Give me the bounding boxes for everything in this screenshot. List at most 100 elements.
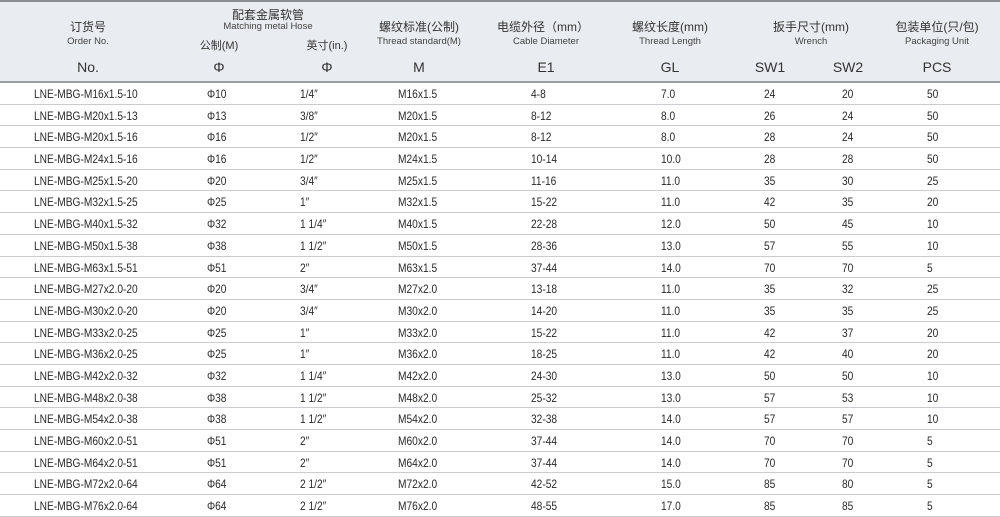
table-row: LNE-MBG-M20x1.5-13 Φ13 3/8″ M20x1.5 8-12 8.0 2…	[0, 105, 1000, 127]
pcs-cell: 25	[927, 173, 939, 188]
table-row: LNE-MBG-M48x2.0-38 Φ38 1 1/2″ M48x2.0 25-32 1…	[0, 387, 1000, 409]
sw2-cell: 37	[842, 325, 854, 340]
sw2-cell: 85	[842, 499, 854, 514]
cable-diameter-cell: 15-22	[531, 325, 558, 340]
order-no-cell: LNE-MBG-M24x1.5-16	[34, 152, 138, 167]
sw1-cell: 42	[764, 347, 776, 362]
thread-length-cell: 14.0	[661, 260, 681, 275]
hose-inch-cell: 1 1/2″	[300, 390, 327, 405]
sw1-cell: 50	[764, 368, 776, 383]
hose-metric-cell: Φ25	[207, 195, 227, 210]
length-header-en: Thread Length	[639, 36, 701, 47]
thread-length-cell: 8.0	[661, 108, 676, 123]
order-no-cell: LNE-MBG-M50x1.5-38	[34, 238, 138, 253]
table-row: LNE-MBG-M32x1.5-25 Φ25 1″ M32x1.5 15-22 11.0 4…	[0, 191, 1000, 214]
order-no-cell: LNE-MBG-M63x1.5-51	[34, 260, 138, 275]
hose-header-cn: 配套金属软管	[231, 8, 305, 22]
pcs-cell: 20	[927, 347, 939, 362]
table-row: LNE-MBG-M40x1.5-32 Φ32 1 1/4″ M40x1.5 22-28 1…	[0, 213, 1000, 235]
thread-length-cell: 11.0	[661, 282, 681, 297]
cable-diameter-cell: 25-32	[531, 390, 558, 405]
thread-cell: M25x1.5	[398, 173, 438, 188]
sw1-cell: 24	[764, 87, 776, 101]
hose-inch-cell: 2″	[300, 260, 310, 275]
length-header-code: GL	[660, 59, 680, 75]
sw2-cell: 28	[842, 152, 854, 167]
order-no-cell: LNE-MBG-M64x2.0-51	[34, 455, 138, 470]
pcs-cell: 5	[927, 477, 933, 492]
thread-length-cell: 12.0	[661, 217, 681, 232]
cable-diameter-cell: 10-14	[531, 152, 558, 167]
pcs-cell: 50	[927, 108, 939, 123]
sw2-cell: 24	[842, 108, 854, 123]
pcs-cell: 50	[927, 152, 939, 167]
hose-metric-cell: Φ51	[207, 455, 227, 470]
table-row: LNE-MBG-M42x2.0-32 Φ32 1 1/4″ M42x2.0 24-30 1…	[0, 365, 1000, 387]
table-row: LNE-MBG-M24x1.5-16 Φ16 1/2″ M24x1.5 10-14 10.…	[0, 148, 1000, 170]
sw1-header-code: SW1	[754, 59, 786, 75]
sw2-cell: 50	[842, 368, 854, 383]
pcs-cell: 20	[927, 195, 939, 210]
hose-metric-cell: Φ64	[207, 477, 227, 492]
thread-length-cell: 13.0	[661, 368, 681, 383]
order-no-cell: LNE-MBG-M20x1.5-13	[34, 108, 138, 123]
table-row: LNE-MBG-M60x2.0-51 Φ51 2″ M60x2.0 37-44 14.0 7…	[0, 430, 1000, 452]
thread-length-cell: 10.0	[661, 152, 681, 167]
pack-header-en: Packaging Unit	[905, 36, 969, 47]
pcs-cell: 10	[927, 368, 939, 383]
hose-metric-cell: Φ51	[207, 434, 227, 448]
thread-length-cell: 11.0	[661, 303, 681, 318]
hose-inch-cell: 1 1/4″	[300, 368, 327, 383]
thread-length-cell: 15.0	[661, 477, 681, 492]
cable-diameter-cell: 37-44	[531, 455, 558, 470]
sw2-cell: 45	[842, 217, 854, 232]
hose-inch-cell: 1″	[300, 325, 310, 340]
sw1-cell: 70	[764, 434, 776, 448]
hose-header-en: Matching metal Hose	[223, 21, 313, 32]
cable-diameter-cell: 13-18	[531, 282, 558, 297]
hose-metric-cell: Φ16	[207, 130, 227, 145]
hose-inch-code: Φ	[321, 59, 333, 75]
sw1-cell: 28	[764, 152, 776, 167]
table-row: LNE-MBG-M63x1.5-51 Φ51 2″ M63x1.5 37-44 14.0 7…	[0, 257, 1000, 279]
order-no-cell: LNE-MBG-M76x2.0-64	[34, 499, 138, 514]
hose-metric-cell: Φ32	[207, 217, 227, 232]
hose-inch-cell: 1/2″	[300, 152, 318, 167]
table-row: LNE-MBG-M33x2.0-25 Φ25 1″ M33x2.0 15-22 11.0 4…	[0, 322, 1000, 344]
sw1-cell: 35	[764, 282, 776, 297]
cable-diameter-cell: 22-28	[531, 217, 558, 232]
table-row: LNE-MBG-M27x2.0-20 Φ20 3/4″ M27x2.0 13-18 11.…	[0, 278, 1000, 300]
sw1-cell: 50	[764, 217, 776, 232]
order-no-cell: LNE-MBG-M30x2.0-20	[34, 303, 138, 318]
hose-metric-label: 公制(M)	[199, 40, 239, 52]
hose-metric-cell: Φ25	[207, 347, 227, 362]
sw2-cell: 53	[842, 390, 854, 405]
sw1-cell: 70	[764, 455, 776, 470]
sw2-cell: 55	[842, 238, 854, 253]
thread-cell: M50x1.5	[398, 238, 438, 253]
hose-metric-cell: Φ20	[207, 303, 227, 318]
hose-metric-cell: Φ20	[207, 282, 227, 297]
cable-diameter-cell: 8-12	[531, 130, 552, 145]
hose-inch-cell: 1″	[300, 195, 310, 210]
sw2-header-code: SW2	[832, 59, 864, 75]
table-header: 订货号 Order No. No. 配套金属软管 Matching metal …	[0, 0, 1000, 83]
thread-length-cell: 11.0	[661, 325, 681, 340]
hose-metric-cell: Φ32	[207, 368, 227, 383]
length-header-cn: 螺纹长度(mm)	[632, 20, 708, 34]
cable-diameter-cell: 28-36	[531, 238, 558, 253]
hose-metric-cell: Φ20	[207, 173, 227, 188]
sw1-cell: 70	[764, 260, 776, 275]
cable-diameter-cell: 24-30	[531, 368, 558, 383]
cable-header-code: E1	[537, 59, 555, 75]
table-row: LNE-MBG-M36x2.0-25 Φ25 1″ M36x2.0 18-25 11.0 4…	[0, 343, 1000, 365]
sw2-cell: 40	[842, 347, 854, 362]
sw2-cell: 70	[842, 260, 854, 275]
thread-length-cell: 13.0	[661, 238, 681, 253]
hose-inch-cell: 3/4″	[300, 303, 318, 318]
thread-cell: M54x2.0	[398, 412, 438, 427]
thread-cell: M48x2.0	[398, 390, 438, 405]
pcs-cell: 5	[927, 434, 933, 448]
order-no-cell: LNE-MBG-M36x2.0-25	[34, 347, 138, 362]
sw1-cell: 57	[764, 238, 776, 253]
